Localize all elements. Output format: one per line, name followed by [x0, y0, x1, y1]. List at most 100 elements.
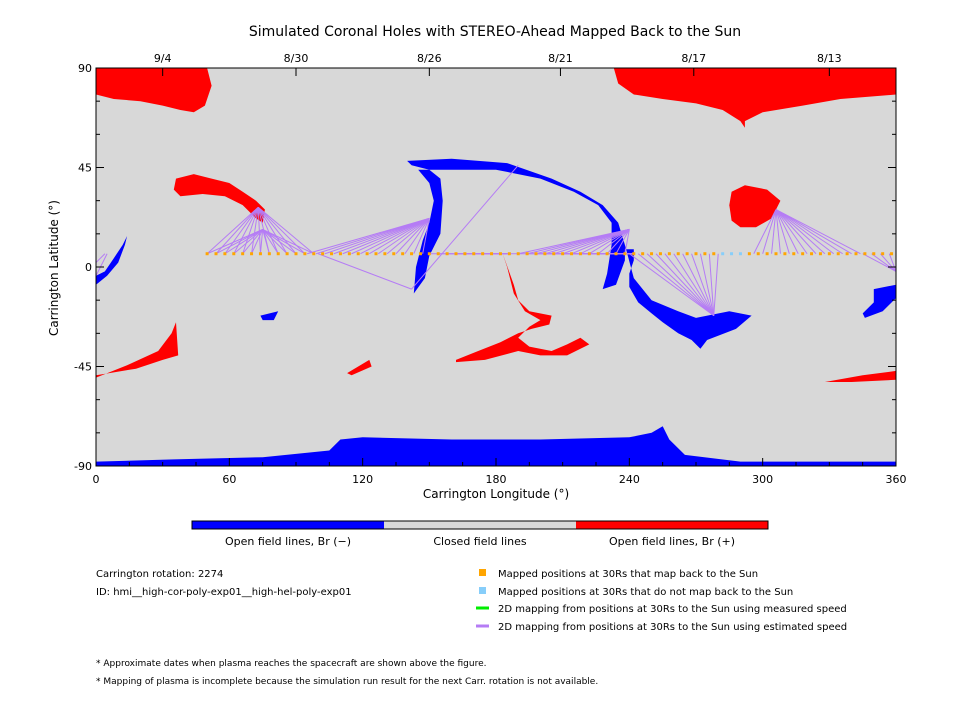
colorbar-label-negative: Open field lines, Br (−) — [225, 535, 351, 548]
mapping-line — [95, 253, 106, 263]
mapped-position-point — [427, 252, 431, 256]
x-tick-label: 240 — [619, 473, 640, 486]
mapped-position-point — [223, 252, 227, 256]
mapping-line — [251, 229, 264, 254]
mapped-position-point — [507, 252, 511, 256]
mapped-position-point — [641, 252, 645, 256]
colorbar-closed-segment — [384, 521, 576, 529]
y-tick-label: -45 — [74, 361, 92, 374]
mapping-line — [233, 207, 259, 254]
mapped-position-point — [747, 252, 751, 256]
mapped-position-point — [472, 252, 476, 256]
colorbar-positive-segment — [576, 521, 768, 529]
mapping-line — [242, 229, 264, 255]
unmapped-position-point — [721, 252, 725, 256]
mapping-line — [880, 253, 897, 272]
mapping-line — [571, 228, 630, 255]
mapping-line — [262, 229, 297, 255]
negative-coronal-hole — [862, 284, 896, 318]
mapping-line — [413, 218, 430, 254]
top-date-label: 8/26 — [417, 52, 442, 65]
mapping-line — [775, 209, 817, 255]
mapped-position-point — [534, 252, 538, 256]
y-axis: -90 -45 0 45 90 — [74, 62, 896, 473]
mapping-line — [624, 229, 630, 254]
mapping-line — [888, 253, 897, 272]
chart-title: Simulated Coronal Holes with STEREO-Ahea… — [249, 24, 741, 40]
top-date-label: 8/13 — [817, 52, 842, 65]
mapping-line — [422, 218, 430, 254]
mapping-line — [553, 228, 630, 255]
mapped-position-point — [294, 252, 298, 256]
mapped-position-point — [401, 252, 405, 256]
mapping-line — [251, 207, 259, 254]
mapping-line — [360, 217, 430, 255]
negative-coronal-hole — [96, 236, 128, 285]
mapping-line — [762, 209, 777, 254]
mapped-position-point — [801, 252, 805, 256]
mapped-position-point — [365, 252, 369, 256]
mapping-line — [713, 253, 719, 316]
mapped-position-point — [321, 252, 325, 256]
mapped-positions — [205, 252, 894, 256]
mapping-line — [257, 207, 279, 254]
mapping-line — [664, 253, 715, 316]
mapping-line — [646, 253, 715, 317]
mapped-position-point — [498, 252, 502, 256]
top-date-label: 8/17 — [681, 52, 706, 65]
mapped-position-point — [890, 252, 894, 256]
mapping-line — [404, 218, 430, 255]
mapping-line — [215, 228, 263, 255]
mapping-line — [775, 209, 799, 254]
legend-marker-not-mapped — [479, 587, 486, 594]
mapping-line — [597, 229, 630, 255]
mapping-line — [562, 228, 630, 255]
colorbar: Open field lines, Br (−) Closed field li… — [191, 520, 769, 548]
mapping-line — [259, 229, 264, 254]
positive-coronal-hole — [347, 359, 372, 376]
mapping-line — [369, 217, 430, 255]
mapped-position-point — [836, 252, 840, 256]
closed-field-background — [96, 68, 896, 466]
mapped-position-point — [410, 252, 414, 256]
mapping-line — [206, 206, 259, 255]
mapping-line — [215, 206, 259, 255]
mapped-position-point — [347, 252, 351, 256]
top-date-axis: 9/4 8/30 8/26 8/21 8/17 8/13 — [154, 52, 842, 76]
mapped-position-point — [667, 252, 671, 256]
unmapped-position-point — [730, 252, 734, 256]
carrington-rotation: Carrington rotation: 2274 — [96, 569, 223, 580]
note-dates: * Approximate dates when plasma reaches … — [96, 659, 487, 669]
mapped-position-point — [587, 252, 591, 256]
mapped-position-point — [818, 252, 822, 256]
mapped-position-point — [845, 252, 849, 256]
mapped-position-point — [418, 252, 422, 256]
mapped-position-point — [525, 252, 529, 256]
mapped-position-point — [623, 252, 627, 256]
mapping-line — [629, 253, 715, 317]
mapping-line — [242, 207, 259, 254]
mapping-line — [775, 209, 826, 255]
mapping-line — [318, 253, 412, 290]
mapping-line — [206, 228, 263, 255]
mapped-position-point — [685, 252, 689, 256]
x-axis-label: Carrington Longitude (°) — [423, 487, 569, 501]
mapped-position-point — [392, 252, 396, 256]
mapping-line — [606, 229, 630, 255]
mapped-position-point — [374, 252, 378, 256]
colorbar-frame — [191, 520, 769, 530]
x-tick-label: 360 — [886, 473, 907, 486]
mapping-line — [224, 228, 263, 255]
mapped-position-point — [614, 252, 618, 256]
top-date-label: 9/4 — [154, 52, 172, 65]
mapped-position-point — [383, 252, 387, 256]
mapping-line — [333, 217, 430, 255]
mapped-position-point — [250, 252, 254, 256]
colorbar-label-positive: Open field lines, Br (+) — [609, 535, 735, 548]
run-id: ID: hmi__high-cor-poly-exp01__high-hel-p… — [96, 587, 352, 598]
mapping-line — [411, 164, 519, 290]
mapping-line — [615, 229, 630, 254]
mapped-position-point — [570, 252, 574, 256]
mapped-position-point — [658, 252, 662, 256]
mapping-line — [262, 229, 270, 254]
